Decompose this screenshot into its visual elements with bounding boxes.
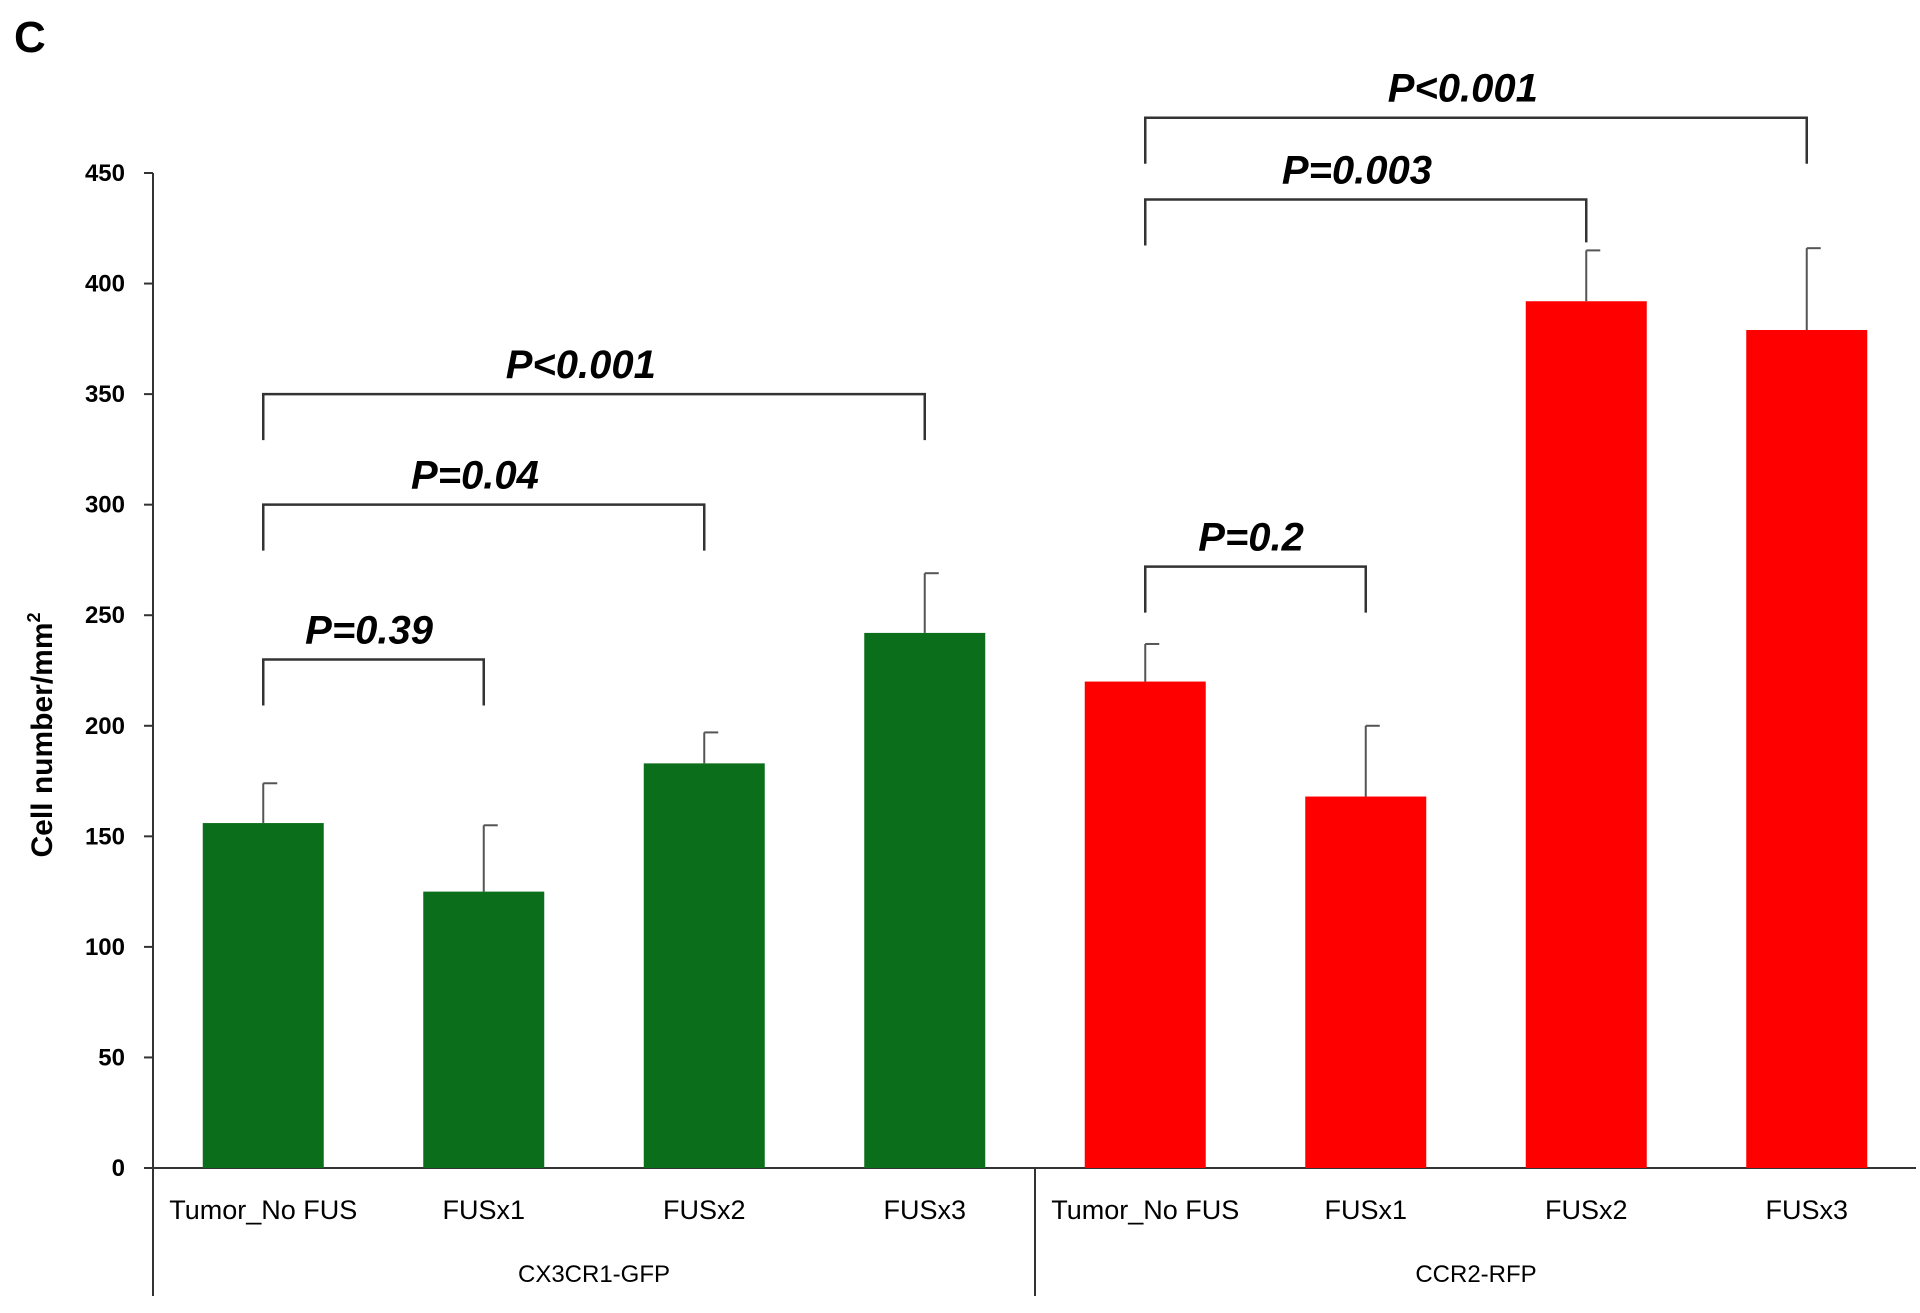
y-tick-label: 50 <box>98 1044 125 1071</box>
y-axis-label-superscript: 2 <box>24 612 44 622</box>
y-tick-label: 400 <box>85 271 125 298</box>
bar <box>202 823 324 1168</box>
significance-label: P=0.39 <box>305 608 434 652</box>
significance-brackets: P=0.39 P=0.04 P<0.001 P=0.2 P=0.003 P<0.001 <box>262 67 1808 706</box>
y-tick-label: 200 <box>85 713 125 740</box>
bar <box>1525 301 1647 1168</box>
bars <box>202 247 1868 1168</box>
significance-bracket <box>1144 565 1367 613</box>
y-tick-label: 100 <box>85 934 125 961</box>
x-category-label: FUSx3 <box>883 1195 966 1225</box>
significance-label: P<0.001 <box>506 343 656 387</box>
svg-text:Cell number/mm2: Cell number/mm2 <box>24 612 59 857</box>
significance-bracket <box>262 503 706 551</box>
x-category-label: Tumor_No FUS <box>1051 1195 1239 1225</box>
significance-bracket <box>1144 198 1588 246</box>
x-group-label: CCR2-RFP <box>1415 1261 1536 1288</box>
x-category-label: Tumor_No FUS <box>169 1195 357 1225</box>
x-category-label: FUSx1 <box>442 1195 525 1225</box>
bar <box>1746 329 1868 1168</box>
y-tick-label: 250 <box>85 602 125 629</box>
bar <box>1305 796 1427 1168</box>
significance-bracket <box>1144 116 1808 164</box>
y-tick-label: 0 <box>112 1155 125 1182</box>
bar <box>1084 681 1206 1168</box>
bar <box>864 632 986 1168</box>
significance-bracket <box>262 392 926 441</box>
x-category-label: FUSx3 <box>1765 1195 1848 1225</box>
significance-label: P=0.04 <box>411 454 539 498</box>
y-axis-label: Cell number/mm2 <box>24 612 59 857</box>
y-tick-label: 300 <box>85 492 125 519</box>
x-group-label: CX3CR1-GFP <box>518 1261 670 1288</box>
y-axis-label-text: Cell number/mm <box>26 622 59 857</box>
panel-label: C <box>14 13 46 62</box>
x-category-label: FUSx1 <box>1324 1195 1407 1225</box>
significance-label: P=0.2 <box>1198 516 1304 560</box>
axes: 0 50 100 150 200 250 300 350 400 450 <box>85 160 1916 1296</box>
y-tick-label: 350 <box>85 381 125 408</box>
y-tick-label: 150 <box>85 823 125 850</box>
significance-bracket <box>262 658 485 706</box>
x-category-label: FUSx2 <box>1545 1195 1628 1225</box>
x-category-label: FUSx2 <box>663 1195 746 1225</box>
significance-label: P<0.001 <box>1388 67 1538 111</box>
significance-label: P=0.003 <box>1282 149 1432 193</box>
y-tick-label: 450 <box>85 160 125 187</box>
bar <box>423 891 545 1168</box>
bar <box>643 763 765 1168</box>
x-axis-labels: Tumor_No FUS FUSx1 FUSx2 FUSx3 CX3CR1-GFP Tum… <box>169 1195 1848 1288</box>
